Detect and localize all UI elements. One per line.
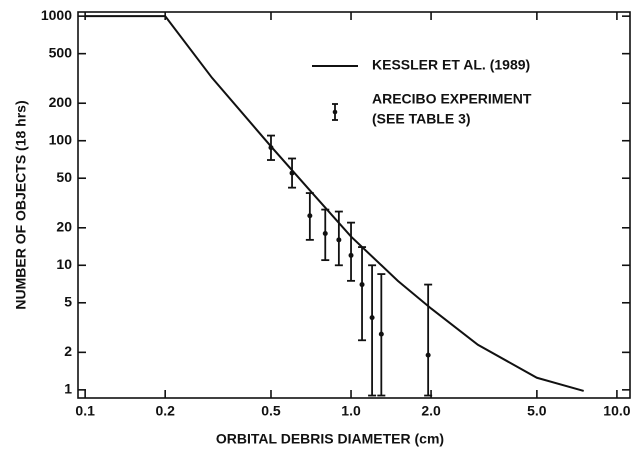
y-tick-label: 10 xyxy=(56,256,72,272)
x-tick-label: 5.0 xyxy=(527,403,547,419)
plot-area xyxy=(85,15,584,397)
data-point xyxy=(369,315,375,321)
legend-label: ARECIBO EXPERIMENT xyxy=(372,91,532,107)
y-tick-label: 1000 xyxy=(41,7,72,23)
x-tick-label: 0.2 xyxy=(155,403,175,419)
data-point xyxy=(289,170,295,176)
x-tick-label: 2.0 xyxy=(421,403,441,419)
data-point xyxy=(268,145,274,151)
y-tick-label: 100 xyxy=(49,131,73,147)
legend-label: KESSLER ET AL. (1989) xyxy=(372,57,530,73)
y-tick-label: 20 xyxy=(56,218,72,234)
plot-frame xyxy=(77,11,631,399)
x-tick-label: 0.1 xyxy=(75,403,95,419)
x-tick-label: 10.0 xyxy=(603,403,630,419)
y-tick-label: 50 xyxy=(56,169,72,185)
data-point xyxy=(336,237,342,243)
legend-note: (SEE TABLE 3) xyxy=(372,111,471,127)
x-tick-label: 1.0 xyxy=(341,403,361,419)
legend-point xyxy=(332,109,338,115)
data-point xyxy=(425,352,431,358)
data-point xyxy=(378,331,384,337)
y-tick-label: 1 xyxy=(64,381,72,397)
data-point xyxy=(359,282,365,288)
data-point xyxy=(348,252,354,258)
y-axis-label: NUMBER OF OBJECTS (18 hrs) xyxy=(13,100,29,309)
x-tick-label: 0.5 xyxy=(261,403,281,419)
x-axis-label: ORBITAL DEBRIS DIAMETER (cm) xyxy=(216,431,444,447)
data-point xyxy=(307,213,313,219)
y-tick-label: 5 xyxy=(64,293,72,309)
y-tick-label: 500 xyxy=(49,44,73,60)
data-point xyxy=(322,230,328,236)
y-tick-label: 200 xyxy=(49,94,73,110)
y-tick-label: 2 xyxy=(64,343,72,359)
